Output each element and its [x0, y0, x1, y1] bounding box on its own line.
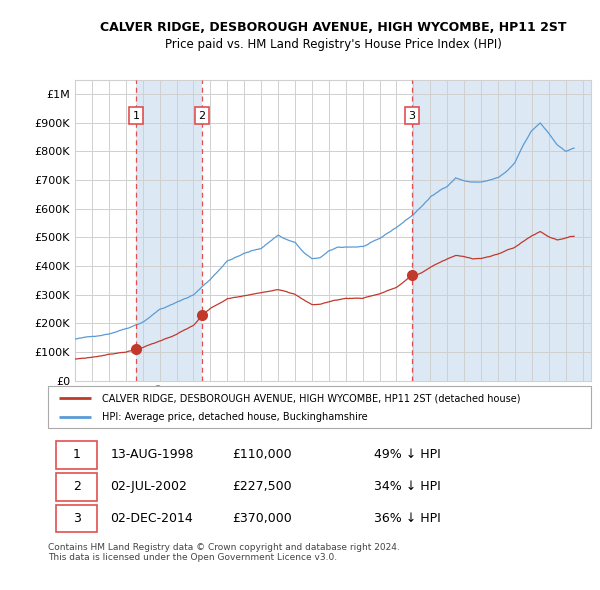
Text: 1: 1	[73, 448, 81, 461]
Text: CALVER RIDGE, DESBOROUGH AVENUE, HIGH WYCOMBE, HP11 2ST (detached house): CALVER RIDGE, DESBOROUGH AVENUE, HIGH WY…	[103, 393, 521, 403]
Text: £370,000: £370,000	[233, 512, 292, 525]
FancyBboxPatch shape	[56, 505, 97, 532]
Text: 13-AUG-1998: 13-AUG-1998	[110, 448, 194, 461]
FancyBboxPatch shape	[56, 441, 97, 468]
Text: 3: 3	[409, 111, 415, 121]
Text: 36% ↓ HPI: 36% ↓ HPI	[374, 512, 440, 525]
FancyBboxPatch shape	[56, 473, 97, 500]
Text: £227,500: £227,500	[233, 480, 292, 493]
Text: Contains HM Land Registry data © Crown copyright and database right 2024.
This d: Contains HM Land Registry data © Crown c…	[48, 543, 400, 562]
Text: 02-DEC-2014: 02-DEC-2014	[110, 512, 193, 525]
Text: 2: 2	[198, 111, 205, 121]
FancyBboxPatch shape	[48, 386, 591, 428]
Text: Price paid vs. HM Land Registry's House Price Index (HPI): Price paid vs. HM Land Registry's House …	[164, 38, 502, 51]
Text: CALVER RIDGE, DESBOROUGH AVENUE, HIGH WYCOMBE, HP11 2ST: CALVER RIDGE, DESBOROUGH AVENUE, HIGH WY…	[100, 21, 566, 34]
Text: 34% ↓ HPI: 34% ↓ HPI	[374, 480, 440, 493]
Text: £110,000: £110,000	[233, 448, 292, 461]
Text: 3: 3	[73, 512, 81, 525]
Bar	[412, 80, 591, 381]
Text: 1: 1	[133, 111, 140, 121]
Bar	[136, 80, 202, 381]
Text: 02-JUL-2002: 02-JUL-2002	[110, 480, 187, 493]
Text: 49% ↓ HPI: 49% ↓ HPI	[374, 448, 440, 461]
Text: 2: 2	[73, 480, 81, 493]
Text: HPI: Average price, detached house, Buckinghamshire: HPI: Average price, detached house, Buck…	[103, 412, 368, 422]
